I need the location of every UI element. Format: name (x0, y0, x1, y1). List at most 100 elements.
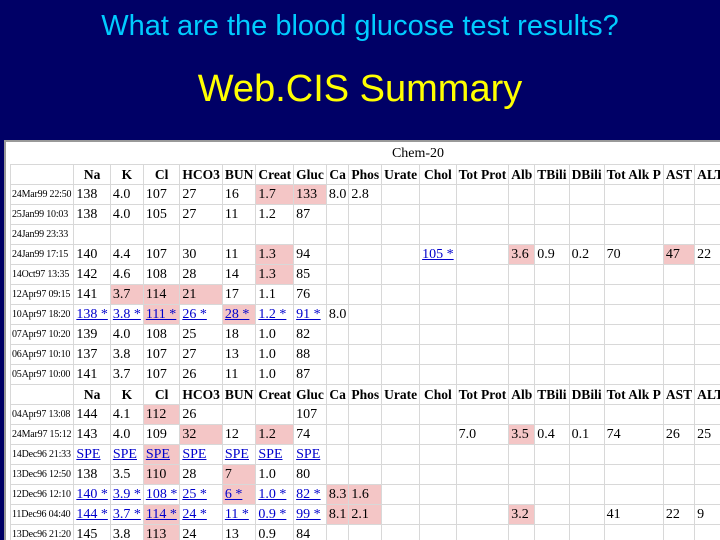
table-cell[interactable]: SPE (73, 444, 111, 465)
table-header-row: Na K Cl HCO3 BUN Creat Gluc Ca Phos Urate Chol Tot … (9, 384, 720, 405)
table-cell: 82 (293, 324, 327, 345)
table-cell (73, 224, 111, 245)
table-cell (348, 324, 383, 345)
table-header-row: Na K Cl HCO3 BUN Creat Gluc Ca Phos Urate Chol Tot … (9, 164, 720, 185)
table-cell[interactable]: SPE (179, 444, 223, 465)
table-cell: 94 (293, 244, 327, 265)
table-cell[interactable]: 11 * (221, 504, 257, 525)
column-header: BUN (221, 384, 257, 405)
table-cell (694, 524, 720, 540)
column-header: BUN (221, 164, 257, 185)
table-cell (325, 464, 350, 485)
table-cell (508, 204, 536, 225)
table-cell (455, 444, 510, 465)
table-cell[interactable]: 3.9 * (109, 484, 144, 505)
table-cell[interactable]: 25 * (179, 484, 223, 505)
table-cell[interactable]: 138 * (73, 304, 111, 325)
table-cell (508, 404, 536, 425)
table-cell[interactable]: 0.9 * (255, 504, 295, 525)
table-cell[interactable]: SPE (142, 444, 181, 465)
column-header: Gluc (293, 164, 327, 185)
table-cell[interactable]: 6 * (221, 484, 257, 505)
table-cell: 13 (221, 344, 257, 365)
table-cell: 27 (179, 344, 223, 365)
table-cell (568, 464, 605, 485)
table-cell[interactable]: 3.8 * (109, 304, 144, 325)
table-cell[interactable]: 91 * (293, 304, 327, 325)
row-date: 12Apr97 09:15 (9, 284, 75, 305)
table-row: 06Apr97 10:10 137 3.8 107 27 13 1.0 88 (9, 344, 720, 365)
table-cell[interactable]: 28 * (221, 304, 257, 325)
table-cell (694, 304, 720, 325)
slide-subtitle: Web.CIS Summary (197, 68, 523, 110)
table-row: 14Oct97 13:35 142 4.6 108 28 14 1.3 85 (9, 264, 720, 285)
table-cell[interactable]: SPE (221, 444, 257, 465)
table-cell (381, 484, 421, 505)
table-cell: 4.4 (109, 244, 144, 265)
table-row: 10Apr97 18:20 138 * 3.8 * 111 * 26 * 28 * 1.2 … (9, 304, 720, 325)
row-date: 06Apr97 10:10 (9, 344, 75, 365)
table-cell[interactable]: 108 * (142, 484, 181, 505)
table-cell (455, 304, 510, 325)
table-cell[interactable]: 140 * (73, 484, 111, 505)
table-cell (508, 344, 536, 365)
table-cell: 0.9 (534, 244, 570, 265)
table-cell (603, 264, 664, 285)
table-cell: 76 (293, 284, 327, 305)
table-cell (534, 484, 570, 505)
table-cell: 1.0 (255, 364, 295, 385)
column-header: K (109, 164, 144, 185)
table-cell (603, 204, 664, 225)
table-cell (508, 304, 536, 325)
table-cell (381, 364, 421, 385)
table-cell[interactable]: 111 * (142, 304, 181, 325)
table-cell: 0.4 (534, 424, 570, 445)
table-cell[interactable]: 99 * (293, 504, 327, 525)
chem-20-title: Chem-20 (391, 146, 445, 161)
table-cell: 144 (73, 404, 111, 425)
table-cell[interactable]: SPE (109, 444, 144, 465)
table-cell: 27 (179, 204, 223, 225)
row-date: 10Apr97 18:20 (9, 304, 75, 325)
table-cell (603, 464, 664, 485)
table-cell: 80 (293, 464, 327, 485)
table-cell (419, 464, 457, 485)
table-cell (348, 344, 383, 365)
column-header: Ca (325, 164, 350, 185)
table-row: 14Dec96 21:33 SPE SPE SPE SPE SPE SPE SPE (9, 444, 720, 465)
table-cell[interactable]: 1.2 * (255, 304, 295, 325)
table-cell[interactable]: 82 * (293, 484, 327, 505)
table-cell (348, 364, 383, 385)
table-cell (662, 224, 696, 245)
table-cell (508, 524, 536, 540)
table-cell: 3.2 (508, 504, 536, 525)
table-cell[interactable]: 144 * (73, 504, 111, 525)
table-cell: 9 (694, 504, 720, 525)
table-cell (534, 184, 570, 205)
table-cell (508, 284, 536, 305)
table-cell (568, 284, 605, 305)
table-cell: 70 (603, 244, 664, 265)
table-cell: 1.2 (255, 204, 295, 225)
table-cell[interactable]: 114 * (142, 504, 181, 525)
table-cell[interactable]: SPE (255, 444, 295, 465)
table-cell (455, 204, 510, 225)
row-date: 13Dec96 21:20 (9, 524, 75, 540)
table-cell[interactable]: 24 * (179, 504, 223, 525)
table-cell (381, 184, 421, 205)
table-cell (662, 524, 696, 540)
table-cell (348, 524, 383, 540)
table-cell[interactable]: SPE (293, 444, 327, 465)
table-cell (179, 224, 223, 245)
table-cell (348, 224, 383, 245)
table-cell: 26 (179, 364, 223, 385)
table-cell (348, 284, 383, 305)
table-cell[interactable]: 1.0 * (255, 484, 295, 505)
table-cell (381, 344, 421, 365)
table-cell: 1.3 (255, 244, 295, 265)
table-cell[interactable]: 3.7 * (109, 504, 144, 525)
table-cell: 12 (221, 424, 257, 445)
table-cell: 8.0 (325, 184, 350, 205)
table-cell[interactable]: 105 * (419, 244, 457, 265)
table-cell[interactable]: 26 * (179, 304, 223, 325)
